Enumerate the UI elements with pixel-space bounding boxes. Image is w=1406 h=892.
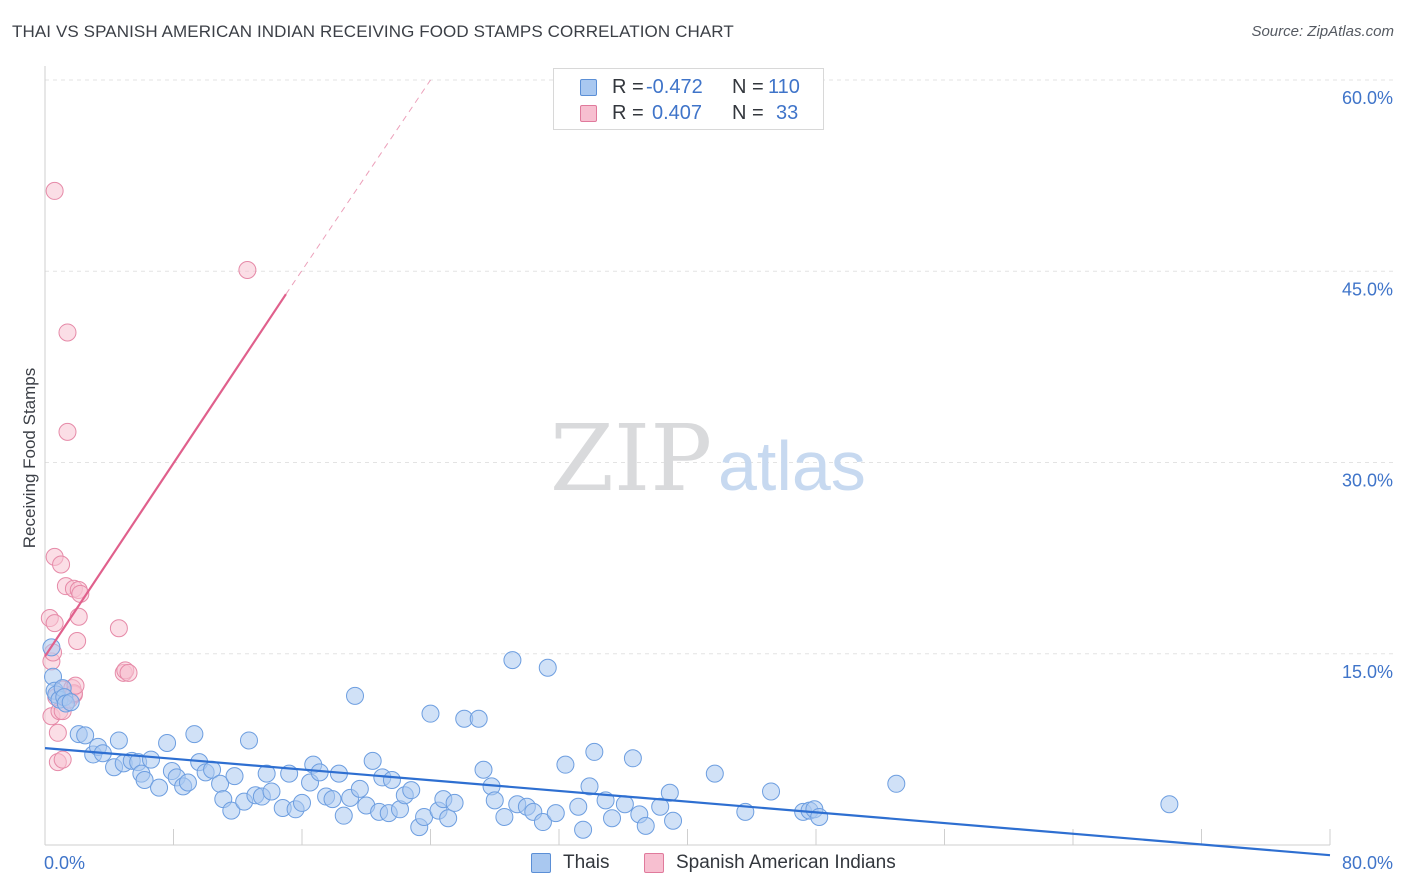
thai-point [262, 782, 281, 801]
thai-point [222, 801, 241, 820]
thai-point [615, 795, 634, 814]
legend-n-label: N = [732, 76, 764, 98]
y-tick-label: 60.0% [1342, 88, 1393, 108]
thai-point [76, 726, 95, 745]
spanish-american-indian-point [69, 607, 88, 626]
chart-title: THAI VS SPANISH AMERICAN INDIAN RECEIVIN… [12, 22, 734, 41]
legend-n-value: 33 [776, 102, 799, 124]
thai-point [350, 779, 369, 798]
thai-point [178, 773, 197, 792]
thai-point [485, 791, 504, 810]
thai-point [142, 750, 161, 769]
thai-point [135, 770, 154, 789]
thai-point [61, 693, 80, 712]
thai-points [42, 638, 1179, 839]
legend-r-value: -0.472 [646, 76, 703, 98]
thai-point [556, 755, 575, 774]
thai-point [150, 778, 169, 797]
thai-point [421, 704, 440, 723]
thai-point [158, 734, 177, 752]
thai-point [109, 731, 128, 750]
thai-point [439, 809, 458, 828]
thai-point [469, 709, 488, 728]
spanish-american-indian-point [45, 181, 64, 200]
spanish-american-indian-trend-extension [285, 79, 431, 295]
y-tick-label: 45.0% [1342, 279, 1393, 299]
x-tick-label: 80.0% [1342, 853, 1393, 873]
thai-point [705, 764, 724, 783]
legend-row-thais: R = -0.472 N = 110 [554, 74, 823, 100]
thai-point [569, 797, 588, 816]
bottom-legend-swatch-thais [531, 853, 551, 873]
y-tick-label: 30.0% [1342, 471, 1393, 491]
legend-swatch-thais [580, 79, 597, 96]
spanish-american-indian-point [119, 663, 138, 682]
axis-tick-labels: 15.0% 30.0% 45.0% 60.0% 0.0% 80.0% [44, 88, 1393, 873]
legend-swatch-spanish-american-indians [580, 105, 597, 122]
spanish-american-indian-point [45, 614, 64, 633]
thai-point [651, 797, 670, 816]
thai-point [346, 686, 365, 705]
thai-point [363, 751, 382, 770]
x-tick-label: 0.0% [44, 853, 85, 873]
y-tick-label: 15.0% [1342, 662, 1393, 682]
thai-point [538, 658, 557, 677]
spanish-american-indian-points [40, 181, 257, 772]
thai-point [495, 807, 514, 826]
thai-point [257, 764, 276, 783]
thai-point [402, 781, 421, 800]
spanish-american-indian-point [58, 323, 77, 342]
trend-lines [44, 79, 1331, 857]
source-label: Source: ZipAtlas.com [1251, 23, 1394, 40]
thai-point [225, 767, 244, 786]
thai-point [810, 807, 829, 826]
grid-lines [45, 79, 1395, 655]
thai-point [503, 651, 522, 670]
thai-point [334, 806, 353, 825]
bottom-legend-label-thais: Thais [563, 852, 610, 873]
thai-point [1160, 795, 1179, 814]
thai-point [636, 816, 655, 835]
thai-point [445, 793, 464, 812]
thai-point [585, 742, 604, 761]
spanish-american-indian-point [58, 422, 77, 441]
thai-point [382, 770, 401, 789]
spanish-american-indian-trend-line [44, 293, 287, 657]
legend-n-label: N = [732, 102, 764, 124]
thai-point [762, 782, 781, 801]
thai-point [239, 731, 258, 750]
thai-trend-line [44, 747, 1331, 857]
legend-n-value: 110 [768, 76, 800, 98]
thai-point [603, 809, 622, 828]
spanish-american-indian-point [109, 619, 128, 638]
y-axis-label: Receiving Food Stamps [20, 368, 39, 548]
legend-r-label: R = [612, 102, 644, 124]
spanish-american-indian-point [68, 632, 87, 650]
thai-point [623, 749, 642, 768]
thai-point [293, 793, 311, 812]
thai-point [474, 760, 493, 779]
watermark-zip: ZIP [550, 405, 712, 512]
thai-point [664, 811, 683, 830]
watermark-atlas: atlas [718, 427, 866, 505]
bottom-legend-swatch-spanish-american-indians [644, 853, 664, 873]
thai-point [323, 790, 342, 809]
thai-point [887, 774, 906, 793]
thai-point [546, 804, 565, 823]
spanish-american-indian-point [53, 750, 72, 769]
legend-row-spanish-american-indians: R = 0.407 N = 33 [554, 100, 823, 126]
thai-point [574, 820, 593, 839]
legend-r-label: R = [612, 76, 644, 98]
thai-point [185, 725, 204, 744]
spanish-american-indian-point [238, 260, 257, 279]
thai-point [580, 777, 599, 796]
correlation-legend: R = -0.472 N = 110 R = 0.407 N = 33 [553, 68, 824, 130]
bottom-legend-label-spanish-american-indians: Spanish American Indians [676, 852, 896, 873]
legend-r-value: 0.407 [652, 102, 703, 124]
spanish-american-indian-point [52, 555, 71, 574]
thai-point [533, 813, 552, 832]
spanish-american-indian-point [48, 723, 67, 742]
